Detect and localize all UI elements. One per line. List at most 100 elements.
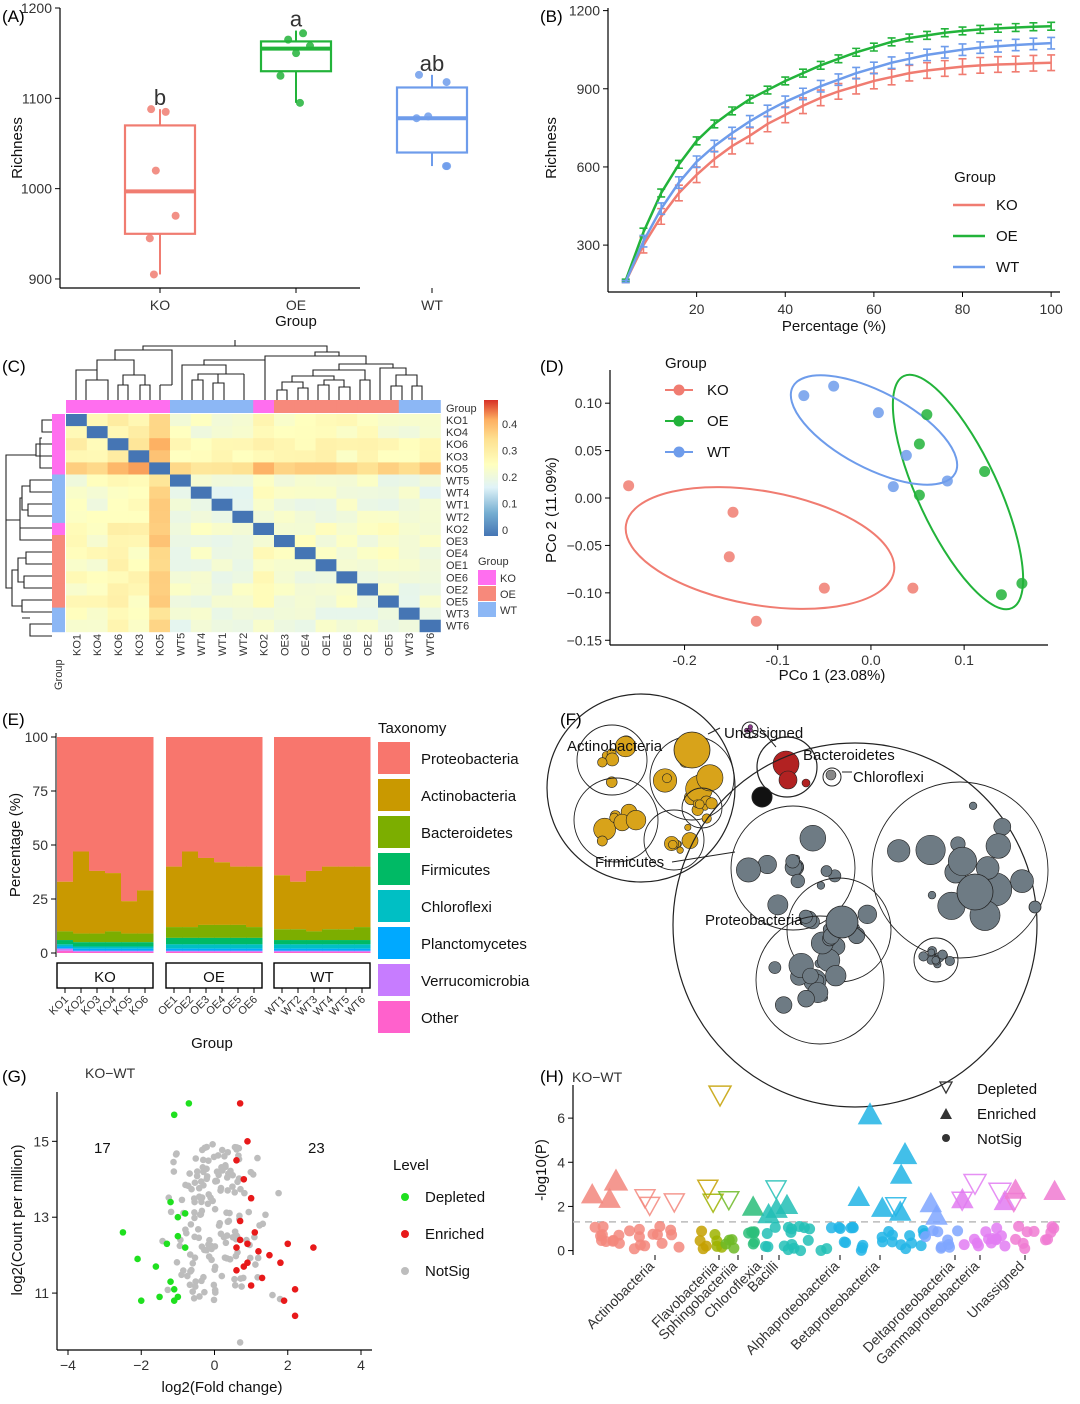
- bar-segment: [57, 944, 74, 947]
- error-bar: [958, 58, 967, 76]
- point-notsig: [224, 1148, 232, 1156]
- heatmap-cell: [253, 522, 275, 536]
- bar-segment: [166, 944, 183, 949]
- bar-segment: [306, 950, 323, 952]
- legend-label: Firmicutes: [421, 862, 490, 879]
- point-notsig: [216, 1219, 224, 1227]
- y-tick-label: 1000: [21, 181, 52, 197]
- point-notsig: [183, 1229, 190, 1237]
- point-enriched: [251, 1229, 259, 1236]
- heatmap-cell: [128, 510, 150, 524]
- error-bar: [674, 176, 683, 190]
- y-tick-label: 1200: [21, 0, 52, 16]
- heatmap-cell: [336, 535, 358, 548]
- heatmap-cell: [211, 498, 233, 512]
- column-group-bar: [315, 400, 337, 413]
- notsig-point: [746, 1226, 758, 1238]
- point-notsig: [222, 1162, 229, 1169]
- taxon-circle: [927, 948, 936, 957]
- row-label: WT1: [446, 500, 469, 512]
- heatmap-cell: [128, 498, 150, 512]
- heatmap-cell: [232, 498, 254, 512]
- heatmap-cell: [378, 426, 400, 439]
- data-point: [415, 70, 424, 79]
- heatmap-cell: [190, 547, 212, 560]
- legend-label: KO: [707, 382, 729, 399]
- bar-segment: [121, 933, 138, 943]
- point-notsig: [186, 1170, 193, 1177]
- error-bar: [781, 106, 790, 124]
- enriched-triangle: [741, 1195, 765, 1216]
- point-notsig: [204, 1200, 212, 1208]
- heatmap-cell: [253, 559, 275, 572]
- point-notsig: [210, 1296, 218, 1304]
- point-enriched: [255, 1248, 262, 1255]
- point-notsig: [231, 1281, 239, 1289]
- point-notsig: [191, 1233, 198, 1241]
- heatmap-cell: [336, 571, 358, 584]
- heatmap-cell: [357, 535, 379, 548]
- enriched-triangle: [757, 1202, 780, 1224]
- heatmap-cell: [274, 450, 296, 463]
- data-point: [412, 114, 421, 123]
- error-bar: [923, 48, 932, 62]
- error-bar: [958, 43, 967, 57]
- point-notsig: [210, 1281, 218, 1289]
- heatmap-cell: [419, 450, 441, 463]
- point-enriched: [310, 1244, 317, 1251]
- taxon-circle: [993, 817, 1012, 836]
- heatmap-cell: [170, 438, 192, 451]
- heatmap-cell: [232, 547, 254, 560]
- legend-swatch: [401, 1267, 409, 1275]
- point-depleted: [167, 1198, 174, 1206]
- enriched-triangle: [925, 1204, 948, 1225]
- notsig-point: [709, 1229, 721, 1241]
- error-bar: [1011, 22, 1020, 33]
- error-bar: [923, 30, 932, 41]
- legend-label: Depleted: [425, 1189, 485, 1206]
- heatmap-cell: [294, 559, 316, 572]
- taxon-circle: [985, 833, 1011, 859]
- heatmap-cell: [357, 619, 379, 633]
- panel-h-manhattan: 0246ActinobacteriaFlavobacteriiaSphingob…: [533, 1069, 1066, 1368]
- enriched-triangle: [951, 1187, 974, 1209]
- row-label: WT6: [446, 621, 469, 633]
- point-notsig: [191, 1209, 198, 1216]
- point-notsig: [186, 1281, 194, 1289]
- legend-swatch: [378, 927, 410, 959]
- heatmap-cell: [315, 619, 337, 633]
- depleted-triangle: [717, 1191, 741, 1212]
- taxon-circle-large: [825, 905, 859, 939]
- taxon-circle: [757, 854, 777, 874]
- point-notsig: [206, 1236, 213, 1244]
- legend-label: Planctomycetes: [421, 936, 527, 953]
- heatmap-cell: [149, 559, 171, 572]
- heatmap-cell: [190, 583, 212, 596]
- heatmap-cell: [357, 450, 379, 463]
- bar-segment: [105, 948, 122, 951]
- point-notsig: [198, 1243, 206, 1250]
- row-label: WT3: [446, 609, 469, 621]
- column-group-bar: [232, 400, 254, 413]
- heatmap-cell: [315, 510, 337, 524]
- bar-segment: [290, 950, 307, 952]
- notsig-point: [673, 1241, 685, 1253]
- notsig-point: [1042, 1233, 1054, 1245]
- heatmap-cell: [419, 474, 441, 487]
- heatmap-cell: [190, 414, 212, 427]
- bar-segment: [73, 851, 90, 934]
- point-notsig: [236, 1339, 244, 1346]
- x-tick-label: 40: [777, 301, 793, 317]
- legend-swatch-notsig: [942, 1134, 950, 1142]
- notsig-point: [761, 1228, 773, 1240]
- heatmap-cell: [398, 414, 420, 427]
- heatmap-cell: [253, 571, 275, 584]
- legend-swatch: [401, 1193, 409, 1201]
- heatmap-cell: [398, 474, 420, 487]
- point-notsig: [229, 1183, 236, 1190]
- heatmap-cell: [294, 486, 316, 500]
- bar-segment: [137, 948, 154, 951]
- heatmap-cell: [66, 510, 88, 524]
- y-tick-label: 0: [40, 945, 48, 961]
